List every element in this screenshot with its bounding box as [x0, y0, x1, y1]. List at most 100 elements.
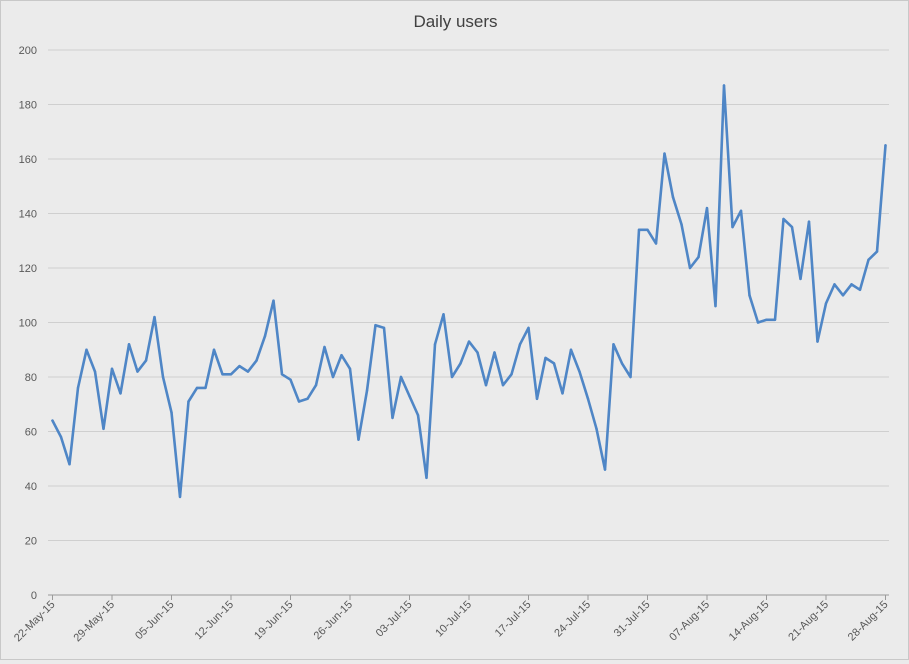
data-point [76, 386, 80, 390]
data-point [93, 370, 97, 373]
data-point [204, 386, 207, 390]
data-point [629, 375, 632, 379]
data-point [272, 299, 275, 302]
data-point [841, 294, 845, 297]
data-point [680, 223, 683, 226]
data-point [603, 468, 607, 471]
data-point [153, 315, 156, 319]
data-point [782, 217, 785, 221]
data-point [620, 362, 624, 365]
x-tick-label: 17-Jul-15 [493, 599, 534, 640]
data-point [85, 348, 88, 351]
data-point [238, 364, 241, 368]
data-point [833, 283, 836, 286]
data-point [68, 463, 71, 466]
x-tick-label: 07-Aug-15 [667, 599, 712, 644]
y-tick-label: 180 [19, 100, 37, 112]
data-point [170, 411, 173, 414]
y-tick-label: 60 [25, 427, 37, 439]
data-point [697, 255, 700, 259]
x-tick-label: 10-Jul-15 [433, 599, 474, 640]
data-point [246, 370, 250, 373]
data-point [297, 400, 301, 403]
data-point [501, 383, 505, 387]
data-point [518, 343, 522, 346]
data-point [816, 340, 819, 343]
chart-title: Daily users [413, 12, 498, 31]
data-point [357, 438, 360, 441]
data-point [467, 340, 471, 343]
x-tick-label: 19-Jun-15 [252, 599, 296, 643]
x-tick-label: 24-Jul-15 [552, 599, 593, 640]
data-point [552, 362, 556, 365]
data-point [722, 84, 726, 87]
y-tick-label: 160 [19, 154, 37, 166]
x-tick-label: 26-Jun-15 [312, 599, 356, 643]
y-tick-label: 80 [25, 372, 37, 384]
x-tick-label: 03-Jul-15 [374, 599, 415, 640]
gridlines [48, 49, 889, 541]
data-point [459, 362, 462, 365]
x-tick-label: 12-Jun-15 [193, 599, 237, 643]
data-point [867, 258, 870, 262]
data-point [705, 206, 709, 210]
data-point [289, 378, 292, 381]
data-point [374, 324, 377, 327]
x-tick-label: 21-Aug-15 [786, 599, 831, 644]
x-tick-label: 14-Aug-15 [727, 599, 772, 644]
data-point [408, 394, 411, 398]
data-point [136, 370, 139, 373]
data-point [654, 242, 658, 245]
y-axis: 0 20 40 60 80 100 120 140 160 180 200 [19, 45, 37, 602]
data-point [671, 195, 675, 199]
data-point [807, 220, 811, 223]
data-point [365, 389, 369, 392]
data-point [824, 302, 828, 305]
data-point [399, 375, 403, 379]
data-point [144, 359, 148, 362]
data-point [527, 326, 530, 330]
data-point [773, 318, 777, 321]
data-point [765, 318, 768, 321]
data-point [586, 397, 590, 400]
x-tick-label: 05-Jun-15 [133, 599, 177, 643]
data-point [544, 356, 547, 360]
data-point [102, 427, 105, 430]
y-tick-label: 200 [19, 45, 37, 57]
data-point [161, 375, 165, 379]
data-point [714, 304, 717, 308]
series-layer [51, 84, 887, 499]
data-point [110, 367, 114, 371]
data-point [739, 209, 743, 212]
series-line [51, 84, 887, 499]
data-point [595, 427, 598, 430]
y-tick-label: 140 [19, 209, 37, 221]
y-tick-label: 40 [25, 481, 37, 493]
data-point [799, 277, 802, 281]
y-tick-label: 120 [19, 263, 37, 275]
data-point [212, 348, 216, 351]
data-point [382, 326, 386, 330]
data-point [306, 397, 309, 400]
y-tick-label: 100 [19, 318, 37, 330]
data-point [391, 416, 394, 420]
data-point [263, 334, 267, 338]
y-tick-label: 20 [25, 536, 37, 548]
data-point [612, 343, 615, 346]
data-point [187, 400, 190, 403]
data-point [314, 383, 318, 387]
data-point [323, 345, 326, 349]
data-point [578, 370, 581, 373]
data-point [535, 397, 539, 400]
data-point [476, 351, 479, 354]
data-point [416, 413, 420, 417]
data-point [119, 392, 122, 395]
data-point [510, 373, 513, 376]
data-point [348, 367, 352, 371]
data-point [875, 250, 879, 253]
data-point [178, 495, 182, 499]
x-axis: 22-May-15 29-May-15 05-Jun-15 12-Jun-15 19-J… [12, 594, 891, 644]
data-point [340, 354, 343, 357]
data-point [884, 144, 887, 147]
